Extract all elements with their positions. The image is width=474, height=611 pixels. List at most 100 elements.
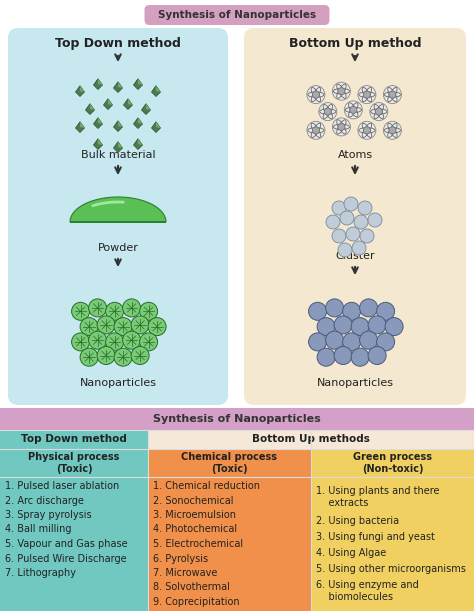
Text: Nanoparticles: Nanoparticles (80, 378, 156, 388)
Polygon shape (142, 104, 151, 114)
Circle shape (97, 346, 115, 365)
Polygon shape (98, 79, 102, 85)
Text: Bottom Up method: Bottom Up method (289, 37, 421, 51)
Polygon shape (152, 86, 161, 97)
Circle shape (383, 122, 401, 139)
Polygon shape (134, 79, 143, 89)
Text: 5. Using other microorganisms: 5. Using other microorganisms (316, 564, 466, 574)
Circle shape (351, 348, 369, 366)
Polygon shape (118, 142, 122, 148)
Circle shape (343, 302, 361, 320)
Polygon shape (113, 142, 122, 153)
Circle shape (375, 108, 383, 115)
Circle shape (114, 318, 132, 335)
Circle shape (334, 316, 352, 334)
Polygon shape (103, 99, 112, 109)
Text: Synthesis of Nanoparticles: Synthesis of Nanoparticles (153, 414, 321, 424)
Bar (148, 449, 311, 477)
Circle shape (140, 302, 157, 320)
Circle shape (368, 346, 386, 365)
Circle shape (334, 346, 352, 365)
Text: 4. Using Algae: 4. Using Algae (316, 548, 386, 558)
Circle shape (351, 318, 369, 335)
Polygon shape (146, 104, 151, 110)
Polygon shape (118, 121, 122, 127)
Text: 1. Pulsed laser ablation: 1. Pulsed laser ablation (5, 481, 119, 491)
Circle shape (368, 213, 382, 227)
Circle shape (338, 243, 352, 257)
Circle shape (354, 215, 368, 229)
Circle shape (389, 127, 396, 134)
Circle shape (324, 108, 331, 115)
Circle shape (358, 86, 376, 104)
Bar (0, 477, 148, 611)
Circle shape (312, 127, 319, 134)
FancyBboxPatch shape (8, 28, 228, 405)
Bar (0, 430, 148, 449)
Text: 4. Ball milling: 4. Ball milling (5, 524, 72, 535)
Polygon shape (138, 118, 143, 124)
Circle shape (72, 333, 90, 351)
Text: Powder: Powder (98, 243, 138, 253)
Polygon shape (80, 122, 84, 128)
Circle shape (114, 348, 132, 366)
Circle shape (140, 333, 157, 351)
Circle shape (370, 103, 388, 120)
Text: 6. Using enzyme and
    biomolecules: 6. Using enzyme and biomolecules (316, 580, 419, 602)
Circle shape (326, 215, 340, 229)
Text: Top Down method: Top Down method (21, 434, 127, 444)
Circle shape (307, 122, 325, 139)
Circle shape (317, 318, 335, 335)
Polygon shape (134, 118, 143, 128)
Polygon shape (93, 118, 102, 128)
Circle shape (312, 91, 319, 98)
Circle shape (352, 241, 366, 255)
Polygon shape (108, 99, 112, 105)
Bar (311, 449, 474, 477)
FancyBboxPatch shape (244, 28, 466, 405)
Polygon shape (113, 121, 122, 131)
Circle shape (80, 348, 98, 366)
Text: 2. Sonochemical: 2. Sonochemical (153, 496, 234, 505)
Circle shape (80, 318, 98, 335)
Polygon shape (93, 79, 102, 89)
Text: 4. Photochemical: 4. Photochemical (153, 524, 237, 535)
Circle shape (319, 103, 337, 120)
Circle shape (364, 91, 370, 98)
Circle shape (377, 302, 394, 320)
Polygon shape (138, 139, 143, 145)
Circle shape (326, 299, 344, 317)
Polygon shape (113, 82, 122, 92)
Polygon shape (134, 139, 143, 150)
Circle shape (344, 197, 358, 211)
Text: Physical process
(Toxic): Physical process (Toxic) (28, 452, 120, 474)
Circle shape (360, 229, 374, 243)
Circle shape (343, 333, 361, 351)
Text: 9. Coprecipitation: 9. Coprecipitation (153, 597, 240, 607)
Circle shape (148, 318, 166, 335)
Text: 2. Arc discharge: 2. Arc discharge (5, 496, 84, 505)
Text: Top Down method: Top Down method (55, 37, 181, 51)
Bar (148, 430, 474, 449)
Text: Chemical process
(Toxic): Chemical process (Toxic) (182, 452, 277, 474)
Bar (148, 477, 311, 611)
Circle shape (106, 333, 124, 351)
Polygon shape (98, 118, 102, 124)
Polygon shape (152, 122, 161, 133)
Text: 2. Using bacteria: 2. Using bacteria (316, 516, 399, 526)
Text: 7. Lithography: 7. Lithography (5, 568, 76, 578)
Polygon shape (90, 104, 94, 110)
Text: Green process
(Non-toxic): Green process (Non-toxic) (353, 452, 432, 474)
Text: Synthesis of Nanoparticles: Synthesis of Nanoparticles (158, 10, 316, 20)
Circle shape (332, 201, 346, 215)
Circle shape (389, 91, 396, 98)
Polygon shape (118, 82, 122, 88)
Circle shape (338, 88, 345, 95)
Circle shape (332, 82, 350, 100)
Polygon shape (75, 122, 84, 133)
Text: Cluster: Cluster (335, 251, 375, 261)
Circle shape (131, 346, 149, 365)
Circle shape (383, 86, 401, 104)
Circle shape (385, 318, 403, 335)
Text: 3. Spray pyrolysis: 3. Spray pyrolysis (5, 510, 91, 520)
